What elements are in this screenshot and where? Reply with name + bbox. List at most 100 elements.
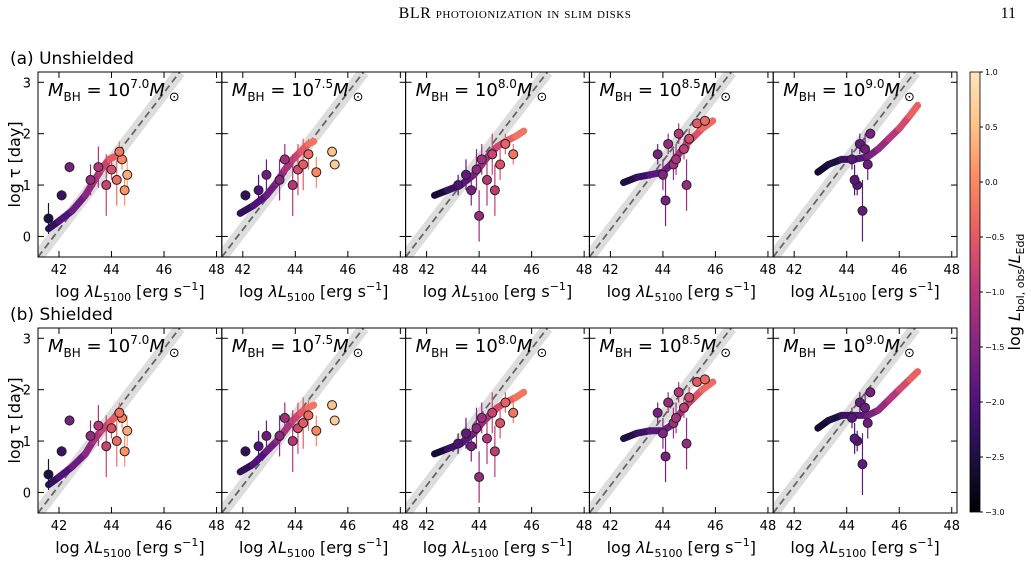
data-point <box>699 374 710 385</box>
data-point <box>681 180 692 191</box>
reference-line <box>773 328 916 513</box>
data-point <box>279 154 290 165</box>
colorbar-tick-label: −2.5 <box>985 453 1004 462</box>
x-label-part: ] <box>198 538 204 557</box>
x-tick-label: 46 <box>523 263 540 278</box>
x-label-part: log <box>423 538 452 557</box>
title-part: ⊙ <box>169 90 180 105</box>
title-part: BH <box>615 346 632 360</box>
title-part: = 10 <box>632 336 681 357</box>
x-tick-label: 48 <box>760 263 777 278</box>
title-part: 7.5 <box>314 77 333 91</box>
x-tick-label: 48 <box>208 519 225 534</box>
data-point <box>460 428 471 439</box>
data-point <box>274 174 285 185</box>
data-point <box>43 469 54 480</box>
x-tick-label: 42 <box>786 263 803 278</box>
x-label-part: ] <box>934 538 940 557</box>
data-point <box>671 154 682 165</box>
x-label-part: λL <box>267 282 286 301</box>
data-point <box>106 164 117 175</box>
x-label-part: log <box>790 282 819 301</box>
colorbar: 1.0 0.5 0.0 −0.5 −1.0 −1.5 −2.0 −2.5 −3.0 log Lbo… <box>969 68 1027 517</box>
data-point <box>678 402 689 413</box>
title-part: BH <box>799 90 816 104</box>
x-tick-label: 46 <box>891 519 908 534</box>
data-point <box>471 423 482 434</box>
x-label-part: [erg s <box>682 282 733 301</box>
title-part: ⊙ <box>536 346 547 361</box>
data-point <box>101 441 112 452</box>
x-tick-label: 46 <box>156 519 173 534</box>
data-point <box>862 159 873 170</box>
title-part: = 10 <box>632 80 681 101</box>
colorbar-label: log Lbol, obs/LEdd <box>1005 234 1027 351</box>
panel-title: MBH = 108.5M ⊙ <box>599 333 731 361</box>
x-tick-label: 44 <box>471 519 488 534</box>
x-label-part: 5100 <box>838 291 866 304</box>
x-axis-label: log λL5100 [erg s−1] <box>55 280 204 304</box>
title-part: 7.5 <box>314 333 333 347</box>
data-point <box>487 149 498 160</box>
data-point <box>303 410 314 421</box>
title-part: ⊙ <box>904 346 915 361</box>
x-label-part: 5100 <box>471 291 499 304</box>
title-part: M <box>149 80 165 101</box>
colorbar-label-part: log <box>1005 321 1024 350</box>
data-point <box>474 472 485 483</box>
title-part: BH <box>431 90 448 104</box>
data-point <box>466 441 477 452</box>
title-part: = 10 <box>265 336 314 357</box>
title-part: 8.0 <box>498 77 517 91</box>
title-part: M <box>149 336 165 357</box>
title-part: ⊙ <box>353 90 364 105</box>
x-tick-label: 44 <box>838 263 855 278</box>
data-point <box>500 138 511 149</box>
x-label-part: −1 <box>917 536 933 549</box>
title-part: BH <box>64 346 81 360</box>
colorbar-label-part: L <box>1005 254 1024 263</box>
title-part: M <box>232 80 248 101</box>
title-part: ⊙ <box>720 346 731 361</box>
colorbar-label-part: bol, obs <box>1014 269 1027 312</box>
data-point <box>684 133 695 144</box>
x-tick-label: 46 <box>707 519 724 534</box>
data-point <box>327 400 338 411</box>
plot-area <box>773 328 922 513</box>
title-part: 7.0 <box>130 77 149 91</box>
x-label-part: 5100 <box>838 547 866 560</box>
reference-line <box>773 72 916 257</box>
track-segment <box>512 388 528 401</box>
data-point <box>671 412 682 423</box>
data-point <box>673 387 684 398</box>
data-point <box>849 433 860 444</box>
data-point <box>274 430 285 441</box>
x-label-part: ] <box>382 538 388 557</box>
data-point <box>287 436 298 447</box>
title-part: M <box>701 336 717 357</box>
x-label-part: ] <box>934 282 940 301</box>
x-label-part: [erg s <box>131 282 182 301</box>
x-label-part: 5100 <box>654 291 682 304</box>
title-part: M <box>333 336 349 357</box>
title-part: = 10 <box>448 336 497 357</box>
title-part: M <box>416 80 432 101</box>
data-point <box>122 169 133 180</box>
data-point <box>471 164 482 175</box>
data-point <box>119 446 130 457</box>
y-axis-label: log τ [day] <box>5 377 24 463</box>
data-point <box>287 180 298 191</box>
x-tick-label: 46 <box>340 263 357 278</box>
data-point <box>663 397 674 408</box>
title-part: = 10 <box>816 336 865 357</box>
x-tick-label: 46 <box>707 263 724 278</box>
data-point <box>101 180 112 191</box>
x-tick-label: 42 <box>51 519 68 534</box>
x-tick-label: 44 <box>103 519 120 534</box>
data-point <box>466 185 477 196</box>
x-label-part: 5100 <box>654 547 682 560</box>
x-label-part: −1 <box>366 536 382 549</box>
